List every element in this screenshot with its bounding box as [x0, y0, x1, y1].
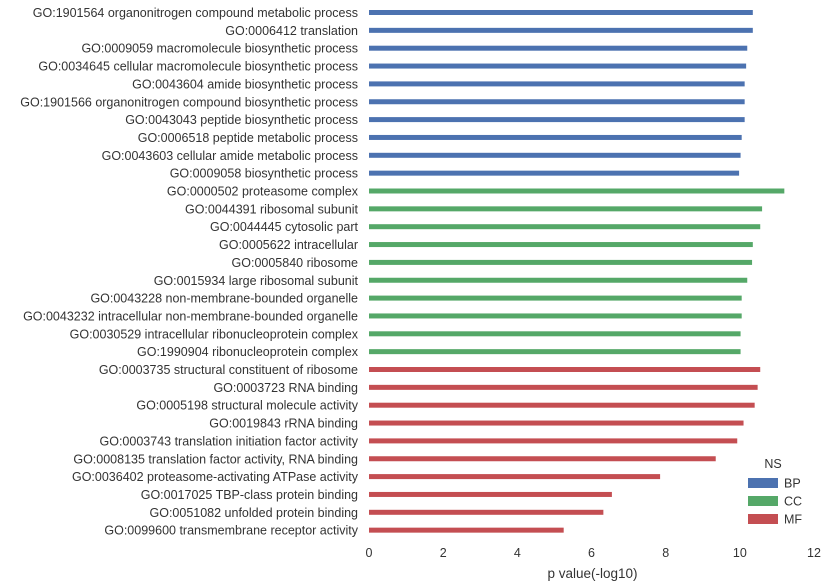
category-label-21: GO:0003723 RNA binding — [213, 381, 358, 395]
bar-bp-5 — [369, 99, 745, 105]
bar-cc-19 — [369, 349, 741, 355]
category-label-20: GO:0003735 structural constituent of rib… — [99, 363, 358, 377]
x-tick-label-3: 6 — [588, 546, 595, 560]
bar-bp-4 — [369, 81, 745, 87]
bar-cc-15 — [369, 277, 748, 283]
x-axis-ticks: 0 2 4 6 8 10 12 — [366, 546, 821, 560]
category-label-22: GO:0005198 structural molecule activity — [136, 399, 358, 413]
category-label-19: GO:1990904 ribonucleoprotein complex — [137, 345, 359, 359]
category-label-18: GO:0030529 intracellular ribonucleoprote… — [70, 327, 359, 341]
bar-bp-3 — [369, 63, 747, 69]
bar-mf-27 — [369, 491, 612, 497]
bar-mf-25 — [369, 456, 716, 462]
category-label-26: GO:0036402 proteasome-activating ATPase … — [72, 470, 359, 484]
bar-mf-24 — [369, 438, 738, 444]
bar-mf-22 — [369, 402, 755, 408]
legend-label-mf: MF — [784, 513, 802, 527]
bar-mf-20 — [369, 367, 761, 372]
category-label-29: GO:0099600 transmembrane receptor activi… — [104, 524, 358, 538]
category-label-13: GO:0005622 intracellular — [219, 238, 358, 252]
category-label-10: GO:0000502 proteasome complex — [167, 185, 359, 199]
category-label-4: GO:0043604 amide biosynthetic process — [132, 77, 358, 91]
category-label-5: GO:1901566 organonitrogen compound biosy… — [20, 95, 358, 109]
category-label-2: GO:0009059 macromolecule biosynthetic pr… — [81, 42, 358, 56]
x-axis-title: p value(-log10) — [547, 566, 637, 581]
bar-bp-1 — [369, 27, 753, 33]
bar-cc-13 — [369, 242, 753, 248]
category-label-23: GO:0019843 rRNA binding — [209, 417, 358, 431]
category-label-16: GO:0043228 non-membrane-bounded organell… — [90, 292, 358, 306]
x-tick-label-0: 0 — [366, 546, 373, 560]
bars-layer — [369, 10, 785, 533]
legend-swatch-cc — [748, 496, 778, 506]
bar-cc-16 — [369, 295, 742, 301]
category-label-1: GO:0006412 translation — [225, 24, 358, 38]
bar-cc-12 — [369, 224, 761, 230]
category-label-0: GO:1901564 organonitrogen compound metab… — [33, 6, 358, 20]
bar-mf-26 — [369, 474, 661, 480]
bar-bp-0 — [369, 10, 753, 15]
category-label-28: GO:0051082 unfolded protein binding — [150, 506, 359, 520]
bar-cc-10 — [369, 188, 785, 194]
category-label-24: GO:0003743 translation initiation factor… — [100, 434, 359, 448]
category-labels: GO:1901564 organonitrogen compound metab… — [20, 6, 358, 538]
x-tick-label-5: 10 — [733, 546, 747, 560]
category-label-6: GO:0043043 peptide biosynthetic process — [125, 113, 358, 127]
bar-cc-18 — [369, 331, 741, 337]
category-label-11: GO:0044391 ribosomal subunit — [185, 202, 359, 216]
category-label-7: GO:0006518 peptide metabolic process — [138, 131, 358, 145]
category-label-27: GO:0017025 TBP-class protein binding — [141, 488, 358, 502]
x-tick-label-2: 4 — [514, 546, 521, 560]
bar-bp-2 — [369, 45, 748, 51]
category-label-25: GO:0008135 translation factor activity, … — [73, 452, 358, 466]
bar-bp-8 — [369, 152, 741, 158]
bar-bp-9 — [369, 170, 740, 176]
x-tick-label-6: 12 — [807, 546, 821, 560]
bar-cc-11 — [369, 206, 763, 212]
legend-swatch-mf — [748, 514, 778, 524]
bar-mf-29 — [369, 527, 564, 533]
category-label-8: GO:0043603 cellular amide metabolic proc… — [102, 149, 358, 163]
category-label-3: GO:0034645 cellular macromolecule biosyn… — [38, 60, 358, 74]
category-label-12: GO:0044445 cytosolic part — [210, 220, 359, 234]
category-label-9: GO:0009058 biosynthetic process — [170, 167, 358, 181]
category-label-15: GO:0015934 large ribosomal subunit — [154, 274, 359, 288]
legend-label-bp: BP — [784, 477, 801, 491]
category-label-17: GO:0043232 intracellular non-membrane-bo… — [23, 309, 358, 323]
bar-cc-14 — [369, 259, 753, 265]
bar-mf-28 — [369, 509, 604, 515]
legend-label-cc: CC — [784, 495, 802, 509]
bar-mf-23 — [369, 420, 744, 426]
x-tick-label-1: 2 — [440, 546, 447, 560]
legend: NS BP CC MF — [748, 457, 802, 527]
bar-cc-17 — [369, 313, 742, 319]
bar-bp-6 — [369, 117, 745, 123]
bar-mf-21 — [369, 384, 758, 390]
bar-bp-7 — [369, 134, 742, 140]
legend-items: BP CC MF — [748, 477, 802, 527]
legend-swatch-bp — [748, 478, 778, 488]
legend-title: NS — [764, 457, 781, 471]
x-tick-label-4: 8 — [662, 546, 669, 560]
category-label-14: GO:0005840 ribosome — [232, 256, 359, 270]
